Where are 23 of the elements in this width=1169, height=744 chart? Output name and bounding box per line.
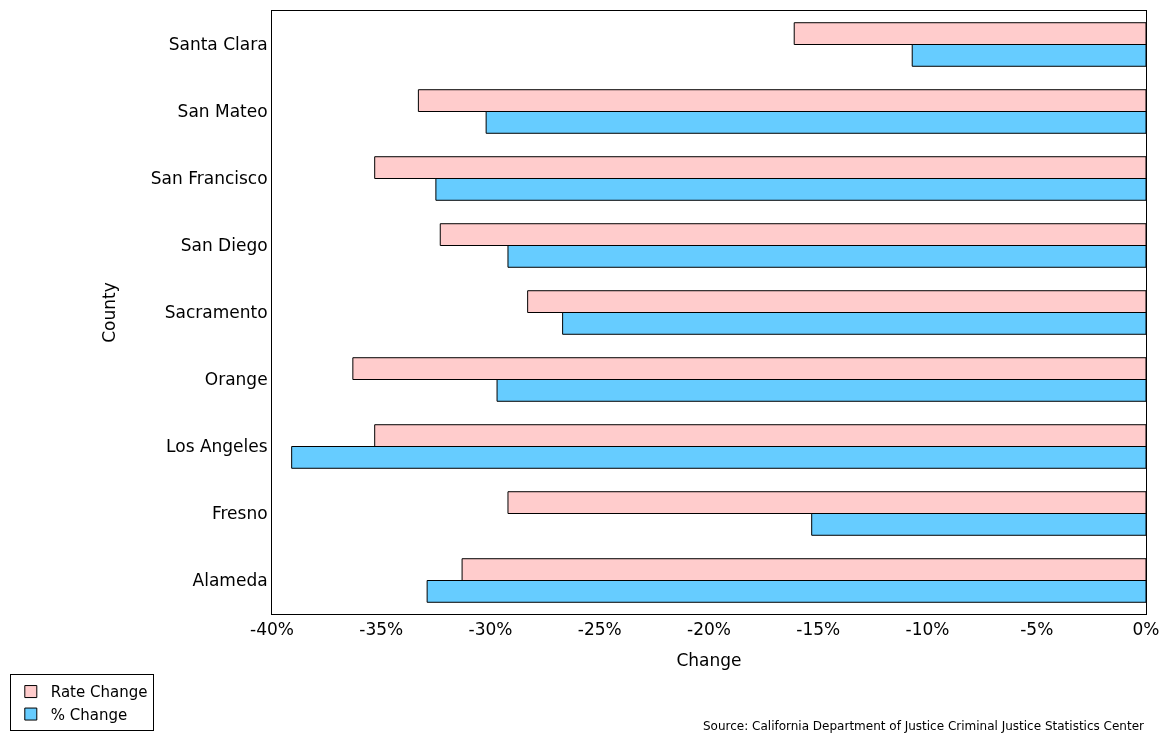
- x-tick-label: -25%: [577, 619, 622, 640]
- y-tick-label: Fresno: [211, 503, 268, 524]
- x-tick-label: -35%: [359, 619, 404, 640]
- x-tick-label: -5%: [1020, 619, 1054, 640]
- y-tick-label: San Mateo: [177, 101, 268, 122]
- y-tick-label: Sacramento: [164, 302, 268, 323]
- y-tick-label: Los Angeles: [166, 436, 268, 457]
- x-tick-label: -20%: [687, 619, 731, 640]
- y-tick-label: Orange: [204, 369, 268, 390]
- x-tick-label: -10%: [905, 619, 950, 640]
- y-tick-label: San Francisco: [150, 168, 268, 189]
- y-axis-title: County: [99, 282, 120, 343]
- x-tick-label: -15%: [796, 619, 841, 640]
- source-note: Source: California Department of Justice Criminal Justice Statistics Center: [703, 719, 1145, 733]
- legend-label: % Change: [50, 705, 128, 724]
- y-tick-label: Alameda: [192, 570, 268, 591]
- x-tick-label: -40%: [250, 619, 294, 640]
- y-tick-label: San Diego: [180, 235, 268, 256]
- x-tick-label: -30%: [468, 619, 513, 640]
- x-tick-label: 0%: [1132, 619, 1160, 640]
- legend-label: Rate Change: [50, 683, 148, 702]
- y-tick-label: Santa Clara: [168, 34, 268, 55]
- x-axis-title: Change: [676, 649, 742, 670]
